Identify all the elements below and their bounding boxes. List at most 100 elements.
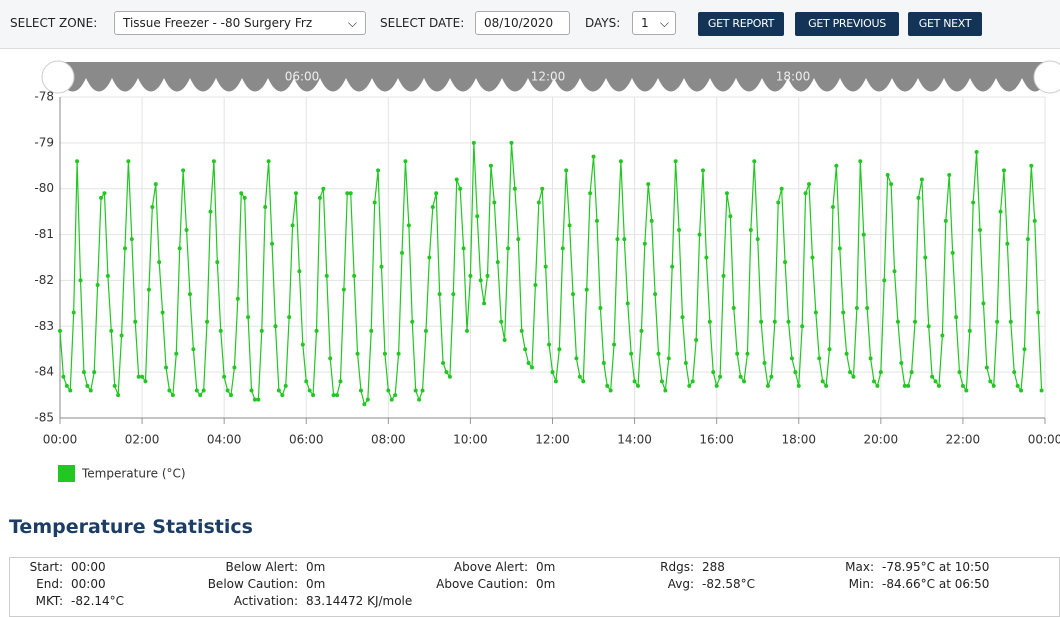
point [865, 305, 870, 310]
x-tick-label: 14:00 [617, 433, 652, 447]
point [523, 347, 528, 352]
stats-table: Start: 00:00 End: 00:00 MKT: -82.14°C Below Al… [9, 557, 1060, 617]
date-input[interactable]: 08/10/2020 [475, 11, 570, 35]
button[interactable]: GET NEXT [908, 12, 982, 36]
y-tick-label: -84 [34, 365, 54, 379]
point [280, 393, 285, 398]
point [803, 191, 808, 196]
point [136, 374, 141, 379]
point [406, 223, 411, 228]
point [396, 351, 401, 356]
point [714, 383, 719, 388]
point [926, 324, 931, 329]
point [252, 397, 257, 402]
point [444, 370, 449, 375]
point [810, 255, 815, 260]
point [335, 393, 340, 398]
point [434, 191, 439, 196]
point [273, 324, 278, 329]
days-value: 1 [641, 16, 649, 30]
point [324, 273, 329, 278]
x-tick-label: 22:00 [946, 433, 981, 447]
legend-label: Temperature (°C) [81, 467, 186, 481]
point [410, 319, 415, 324]
stat-label: MKT: [35, 594, 63, 608]
point [140, 374, 145, 379]
nav-handle[interactable] [1033, 60, 1060, 94]
point [304, 379, 309, 384]
point [882, 278, 887, 283]
point [437, 292, 442, 297]
point [649, 218, 654, 223]
stat-value: -78.95°C at 10:50 [882, 560, 990, 574]
stat-label: Above Alert: [453, 560, 528, 574]
point [950, 250, 955, 255]
point [827, 347, 832, 352]
point [235, 296, 240, 301]
point [290, 223, 295, 228]
point [571, 292, 576, 297]
point [844, 351, 849, 356]
point [1029, 163, 1034, 168]
point [889, 182, 894, 187]
nav-handle[interactable] [41, 60, 75, 94]
point [321, 186, 326, 191]
point [793, 370, 798, 375]
point [365, 397, 370, 402]
point [707, 319, 712, 324]
point [632, 379, 637, 384]
point [167, 388, 172, 393]
y-tick-label: -80 [34, 181, 54, 195]
point [605, 383, 610, 388]
stat-label: Activation: [233, 594, 298, 608]
stat-value: 0m [536, 577, 556, 591]
point [379, 264, 384, 269]
point [933, 379, 938, 384]
point [464, 328, 469, 333]
point [642, 241, 647, 246]
point [807, 182, 812, 187]
point [85, 383, 90, 388]
point [263, 205, 268, 210]
button[interactable]: GET PREVIOUS [795, 12, 899, 36]
point [341, 287, 346, 292]
chart: 06:00 12:00 18:00 -85 -84 -83 -82 -81 -80 -79 -78 0… [34, 60, 1060, 482]
point [331, 393, 336, 398]
point [868, 356, 873, 361]
date-value: 08/10/2020 [484, 16, 554, 30]
point [892, 269, 897, 274]
stat-label: Above Caution: [436, 577, 528, 591]
point [485, 273, 490, 278]
point [704, 255, 709, 260]
point [423, 328, 428, 333]
days-label: DAYS: [585, 16, 621, 30]
zone-select[interactable]: Tissue Freezer - -80 Surgery Frz ⌵ [114, 11, 366, 35]
point [403, 159, 408, 164]
point [293, 191, 298, 196]
point [328, 356, 333, 361]
x-tick-label: 18:00 [781, 433, 816, 447]
stat-label: Start: [29, 560, 63, 574]
point [612, 342, 617, 347]
point [560, 246, 565, 251]
point [601, 360, 606, 365]
point [478, 278, 483, 283]
point [502, 338, 507, 343]
point [772, 319, 777, 324]
point [201, 388, 206, 393]
point [64, 383, 69, 388]
days-select[interactable]: 1 ⌵ [632, 11, 676, 35]
button[interactable]: GET REPORT [698, 12, 784, 36]
point [721, 273, 726, 278]
point [820, 379, 825, 384]
point [300, 342, 305, 347]
point [109, 328, 114, 333]
point [345, 191, 350, 196]
point [256, 397, 261, 402]
point [68, 388, 73, 393]
point [369, 328, 374, 333]
point [711, 370, 716, 375]
x-tick-label: 02:00 [125, 433, 160, 447]
point [700, 168, 705, 173]
point [919, 177, 924, 182]
